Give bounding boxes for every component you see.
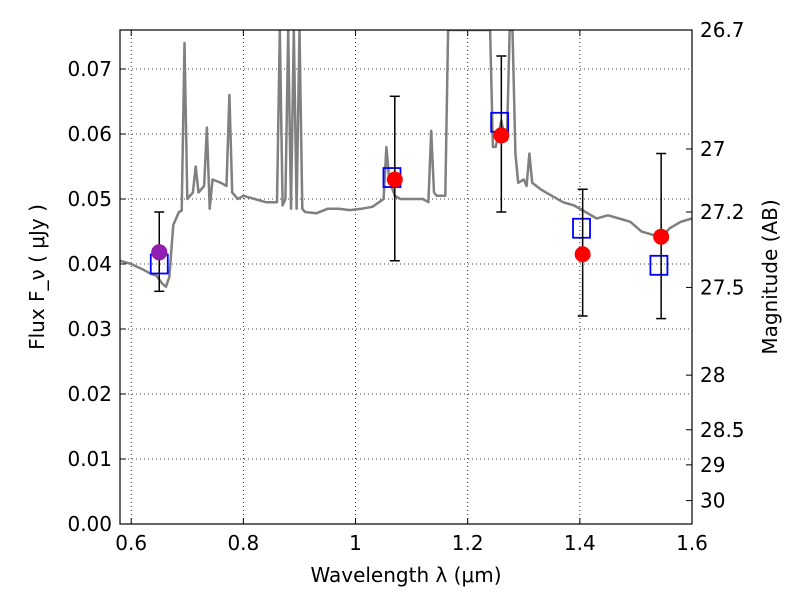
y-tick-label: 0.02: [67, 382, 112, 406]
x-tick-label: 1.4: [564, 531, 596, 555]
mag-tick-label: 26.7: [700, 18, 745, 42]
x-axis-label: Wavelength λ (μm): [310, 563, 501, 587]
x-tick-label: 0.8: [227, 531, 259, 555]
grid: [120, 30, 693, 525]
mag-tick-label: 27.5: [700, 275, 745, 299]
x-tick-label: 1: [349, 531, 362, 555]
axes: 0.6 0.8 1 1.2 1.4 1.6 0.00 0.01 0.02 0.03 0.04 0.05…: [67, 18, 744, 555]
y-tick-label: 0.04: [67, 252, 112, 276]
mag-tick-label: 30: [700, 489, 725, 513]
x-tick-label: 0.6: [115, 531, 147, 555]
observed-point: [653, 228, 670, 245]
model-sed-line: [120, 30, 692, 289]
y-tick-label: 0.03: [67, 317, 112, 341]
y-tick-label: 0.06: [67, 122, 112, 146]
observed-point: [386, 171, 403, 188]
x-tick-label: 1.2: [452, 531, 484, 555]
error-bars: [151, 55, 670, 320]
model-photometry-marker: [572, 217, 591, 239]
model-photometry-marker: [649, 254, 669, 276]
highlighted-point: [151, 244, 168, 261]
y-tick-label: 0.07: [67, 57, 112, 81]
observed-point: [574, 246, 591, 263]
mag-tick-label: 27.2: [700, 200, 745, 224]
mag-tick-label: 28: [700, 363, 725, 387]
y-tick-label: 0.01: [67, 447, 112, 471]
y-tick-label: 0.05: [67, 187, 112, 211]
observed-point: [493, 127, 510, 144]
mag-tick-label: 28.5: [700, 418, 745, 442]
mag-tick-label: 29: [700, 453, 725, 477]
plot-area: [120, 30, 692, 289]
y-axis-label: Flux F_ν ( μJy ): [25, 204, 49, 350]
plot-frame: [119, 29, 693, 525]
y2-axis-label: Magnitude (AB): [758, 199, 782, 354]
mag-tick-label: 27: [700, 137, 725, 161]
x-tick-label: 1.6: [676, 531, 708, 555]
y-tick-label: 0.00: [67, 512, 112, 536]
